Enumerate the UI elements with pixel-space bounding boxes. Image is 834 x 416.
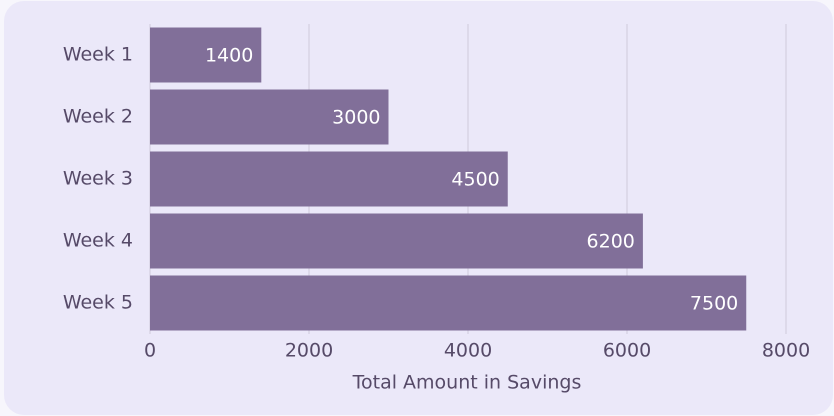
y-tick-label: Week 2 — [63, 106, 133, 128]
value-label: 6200 — [587, 231, 635, 253]
bar — [150, 27, 262, 83]
bar — [150, 89, 389, 145]
value-label: 1400 — [205, 45, 253, 67]
x-tick-label: 4000 — [444, 340, 492, 362]
x-tick-label: 8000 — [762, 340, 810, 362]
value-label: 7500 — [690, 293, 738, 315]
y-tick-label: Week 3 — [63, 168, 133, 190]
value-label: 3000 — [332, 107, 380, 129]
bar — [150, 275, 747, 331]
bars: Week 1 1400 Week 2 3000 Week 3 4500 Week 4 6200… — [63, 27, 747, 331]
y-tick-label: Week 4 — [63, 230, 133, 252]
x-axis-title: Total Amount in Savings — [352, 372, 582, 394]
x-tick-label: 2000 — [285, 340, 333, 362]
value-label: 4500 — [451, 169, 499, 191]
y-tick-label: Week 5 — [63, 292, 133, 314]
bar — [150, 151, 508, 207]
y-tick-label: Week 1 — [63, 44, 133, 66]
x-tick-label: 0 — [144, 340, 156, 362]
bar — [150, 213, 643, 269]
x-tick-label: 6000 — [603, 340, 651, 362]
